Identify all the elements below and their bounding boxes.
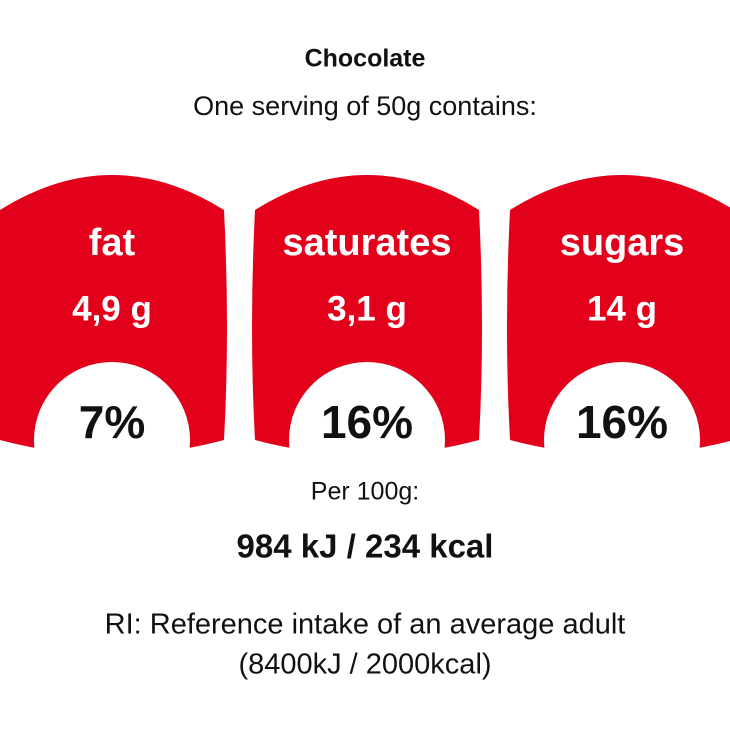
nutrient-amount: 4,9 g: [72, 289, 152, 328]
footnote-line: (8400kJ / 2000kcal): [238, 649, 491, 681]
percent-circle: [544, 362, 700, 518]
footnote-line: RI: Reference intake of an average adult: [105, 609, 626, 641]
nutrient-percent: 16%: [321, 396, 413, 448]
nutrient-percent: 16%: [576, 396, 668, 448]
per-label: Per 100g:: [311, 478, 419, 506]
nutrient-block: sugars 14 g 16%: [507, 175, 730, 518]
nutrient-block: fat 4,9 g 7%: [0, 175, 227, 518]
percent-circle: [289, 362, 445, 518]
nutrient-name: saturates: [283, 222, 452, 264]
nutrient-amount: 3,1 g: [327, 289, 407, 328]
nutrient-name: sugars: [560, 222, 685, 264]
nutrient-block: saturates 3,1 g 16%: [252, 175, 482, 518]
block-shape: [252, 175, 482, 455]
nutrient-amount: 14 g: [587, 289, 657, 328]
nutrient-percent: 7%: [79, 396, 145, 448]
percent-circle: [34, 362, 190, 518]
subtitle: One serving of 50g contains:: [193, 91, 537, 121]
title: Chocolate: [305, 45, 426, 73]
energy: 984 kJ / 234 kcal: [237, 528, 494, 565]
nutrient-name: fat: [89, 222, 136, 264]
nutrient-blocks: fat 4,9 g 7% saturates 3,1 g 16% sugars 14 g 16%: [0, 175, 730, 518]
